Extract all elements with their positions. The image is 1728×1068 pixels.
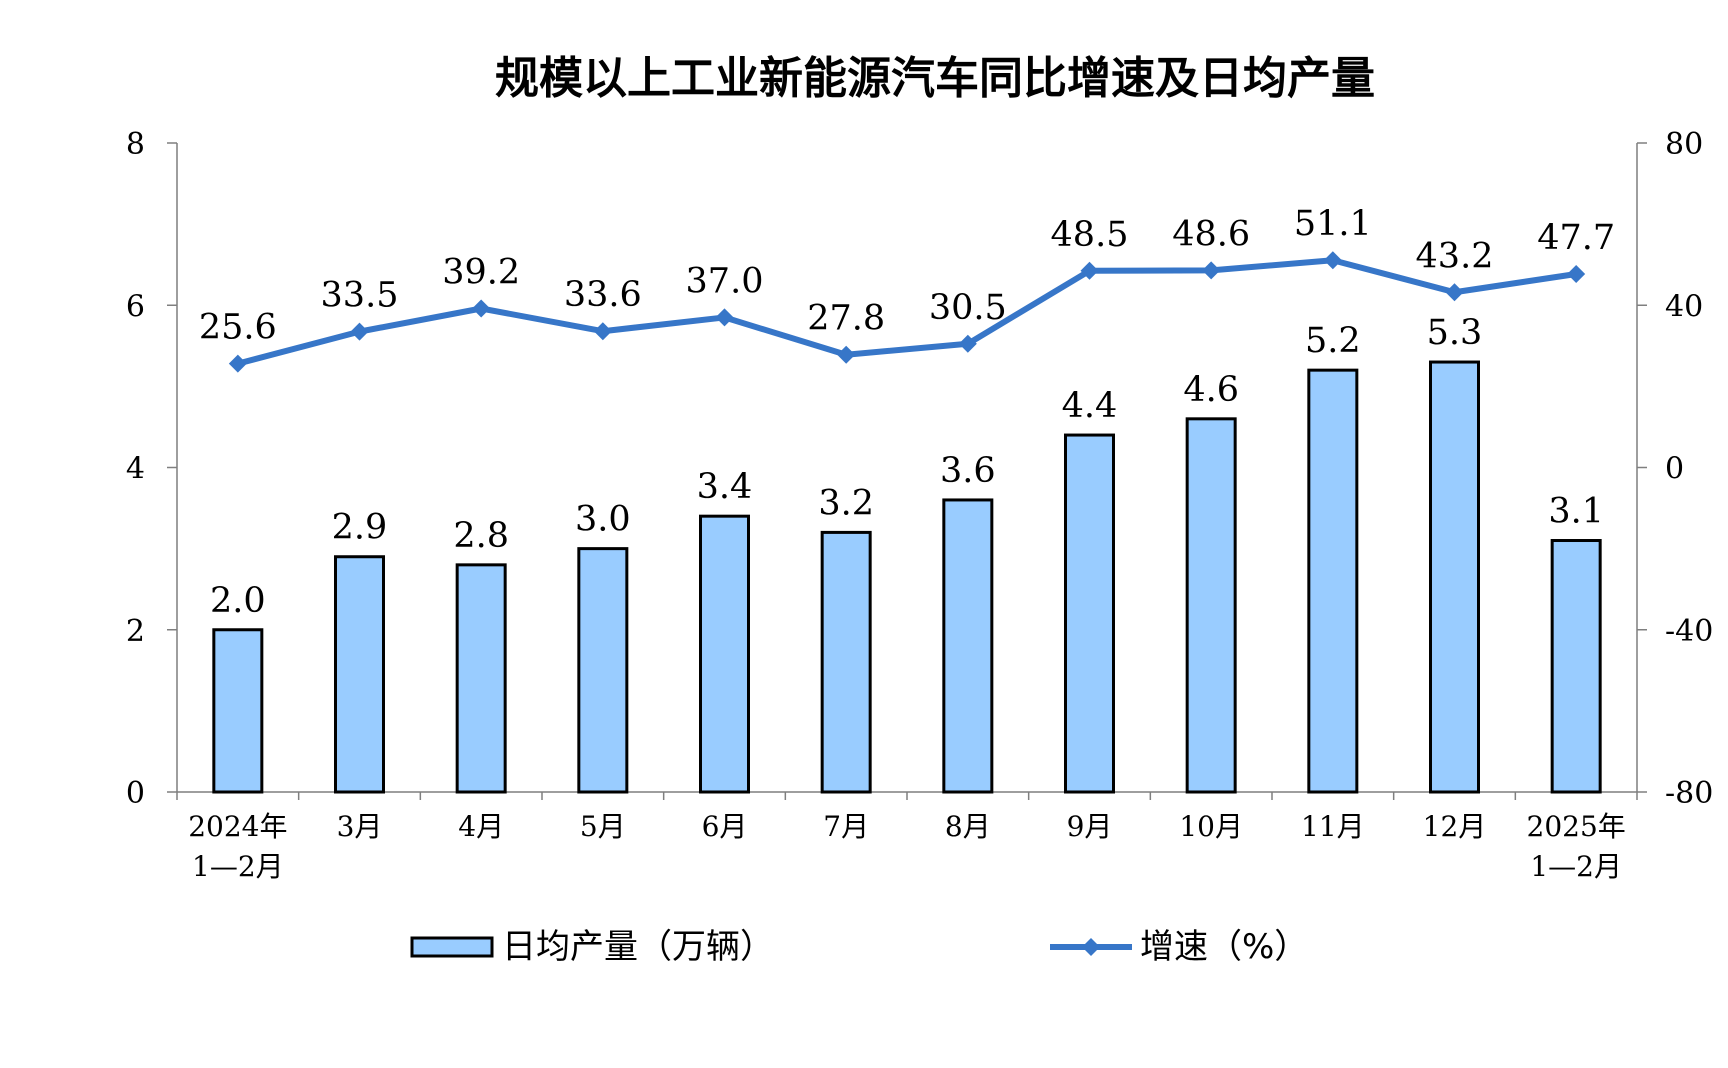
line-point bbox=[715, 308, 734, 327]
right-axis-tick-label: 40 bbox=[1665, 289, 1703, 324]
bar bbox=[1185, 417, 1237, 794]
category-label: 12月 bbox=[1423, 810, 1487, 843]
line-data-label: 30.5 bbox=[929, 288, 1007, 328]
line-data-label: 51.1 bbox=[1294, 204, 1372, 244]
line-data-label: 47.7 bbox=[1537, 218, 1615, 258]
bar-data-label: 4.4 bbox=[1062, 386, 1118, 426]
legend: 日均产量（万辆） 增速（%） bbox=[410, 927, 1308, 967]
bar bbox=[1064, 433, 1115, 794]
right-axis-tick-label: -40 bbox=[1665, 614, 1713, 649]
line-point bbox=[1567, 265, 1586, 284]
right-axis-tick-label: 80 bbox=[1665, 127, 1703, 162]
line-point bbox=[837, 345, 856, 364]
category-label: 1—2月 bbox=[1530, 850, 1622, 883]
category-label: 6月 bbox=[702, 810, 748, 843]
category-label: 3月 bbox=[337, 810, 383, 843]
category-label: 4月 bbox=[458, 810, 504, 843]
bar bbox=[820, 530, 872, 794]
legend-line-label: 增速（%） bbox=[1140, 927, 1308, 967]
line-data-label: 27.8 bbox=[807, 299, 885, 339]
line-data-label: 33.5 bbox=[321, 276, 399, 316]
line-data-label: 25.6 bbox=[199, 308, 277, 348]
line-point bbox=[472, 299, 491, 318]
category-label: 11月 bbox=[1301, 810, 1365, 843]
bar-series bbox=[212, 360, 1602, 794]
line-data-label: 48.5 bbox=[1051, 215, 1129, 255]
bar bbox=[577, 547, 629, 794]
line-point bbox=[1445, 283, 1464, 302]
bar-data-label: 5.3 bbox=[1427, 313, 1483, 353]
bar-data-label: 2.9 bbox=[332, 508, 388, 548]
left-axis-tick-label: 0 bbox=[126, 776, 145, 811]
bar bbox=[1429, 360, 1480, 794]
line-data-label: 48.6 bbox=[1172, 214, 1250, 254]
category-label: 5月 bbox=[580, 810, 626, 843]
left-axis-tick-label: 8 bbox=[126, 127, 145, 162]
bar bbox=[334, 555, 385, 794]
bar bbox=[699, 514, 750, 794]
line-data-labels: 25.6 33.5 39.2 33.6 37.0 27.8 30.5 48.5 48.6 51.1… bbox=[199, 204, 1615, 347]
bar bbox=[1550, 539, 1602, 794]
bar-data-label: 2.0 bbox=[210, 581, 266, 621]
bar-data-label: 3.2 bbox=[818, 483, 874, 523]
category-label: 9月 bbox=[1067, 810, 1113, 843]
bar-data-label: 3.6 bbox=[940, 451, 996, 491]
category-label: 8月 bbox=[945, 810, 991, 843]
right-axis-tick-label: 0 bbox=[1665, 452, 1684, 487]
bar-data-label: 3.1 bbox=[1548, 492, 1604, 532]
line-data-label: 37.0 bbox=[686, 261, 764, 301]
bar-data-label: 5.2 bbox=[1305, 321, 1361, 361]
right-axis-tick-label: -80 bbox=[1665, 776, 1713, 811]
category-label: 2024年 bbox=[188, 810, 287, 843]
legend-bar-swatch bbox=[410, 936, 494, 958]
line-point bbox=[1323, 251, 1342, 270]
bar bbox=[942, 498, 994, 794]
legend-bar-label: 日均产量（万辆） bbox=[502, 927, 774, 967]
left-axis-tick-label: 4 bbox=[126, 452, 145, 487]
bar bbox=[212, 628, 264, 794]
category-label: 2025年 bbox=[1527, 810, 1626, 843]
chart-title: 规模以上工业新能源汽车同比增速及日均产量 bbox=[495, 53, 1375, 104]
axes: 0 2 4 6 8 -80 -40 0 40 80 bbox=[126, 127, 1713, 811]
line-point bbox=[1202, 261, 1221, 280]
left-axis-tick-label: 2 bbox=[126, 614, 145, 649]
line-point bbox=[593, 322, 612, 341]
line-data-label: 39.2 bbox=[442, 252, 520, 292]
line-data-label: 43.2 bbox=[1416, 236, 1494, 276]
bar-data-label: 3.4 bbox=[697, 467, 753, 507]
line-point bbox=[958, 334, 977, 353]
bar-data-labels: 2.0 2.9 2.8 3.0 3.4 3.2 3.6 4.4 4.6 5.2 5.3 3.1 bbox=[210, 313, 1604, 621]
category-label: 7月 bbox=[823, 810, 869, 843]
line-data-label: 33.6 bbox=[564, 275, 642, 315]
bar-data-label: 4.6 bbox=[1183, 370, 1239, 410]
line-point bbox=[350, 322, 369, 341]
category-label: 1—2月 bbox=[192, 850, 284, 883]
bar-data-label: 2.8 bbox=[453, 516, 509, 556]
line-point bbox=[228, 354, 247, 373]
category-labels: 2024年 1—2月 3月 4月 5月 6月 7月 8月 9月 10月 11月 12月 2025年 1—2… bbox=[188, 810, 1626, 883]
left-axis-tick-label: 6 bbox=[126, 289, 145, 324]
line-point bbox=[1080, 261, 1099, 280]
bar bbox=[455, 563, 507, 794]
growth-line bbox=[237, 257, 1577, 367]
bar bbox=[1307, 368, 1359, 794]
category-label: 10月 bbox=[1179, 810, 1243, 843]
line-series bbox=[228, 251, 1586, 373]
legend-diamond-marker bbox=[1082, 938, 1100, 956]
bar-data-label: 3.0 bbox=[575, 500, 631, 540]
